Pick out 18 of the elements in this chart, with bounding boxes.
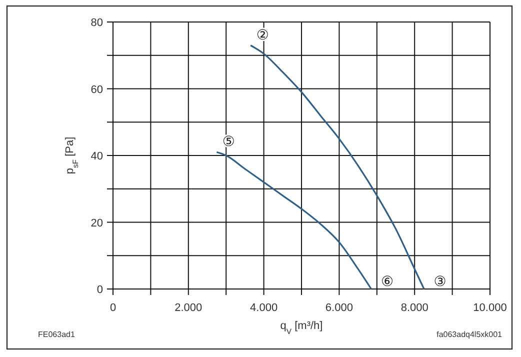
x-tick-label: 4.000 xyxy=(250,302,278,314)
text: fa063adq4l5xk001 xyxy=(436,330,503,339)
x-tick-label: 6.000 xyxy=(325,302,353,314)
y-tick-label: 60 xyxy=(90,84,103,96)
annotation: ⑥ xyxy=(380,274,394,290)
x-tick-label: 0 xyxy=(110,302,116,314)
y-tick-label: 20 xyxy=(90,217,103,230)
x-axis-title: q$_{V}$ [m³/h] xyxy=(280,320,323,336)
text: FE063ad1 xyxy=(38,330,76,339)
line-series xyxy=(250,44,425,290)
y-tick-label: 40 xyxy=(90,150,103,162)
y-tick-label: 80 xyxy=(90,17,103,29)
line-series xyxy=(216,151,372,290)
x-tick-label: 10.000 xyxy=(473,302,507,314)
x-tick-label: 8.000 xyxy=(400,302,428,314)
y-tick-label: 0 xyxy=(96,284,103,296)
x-tick-label: 2.000 xyxy=(174,302,202,314)
annotation: ③ xyxy=(434,274,446,290)
